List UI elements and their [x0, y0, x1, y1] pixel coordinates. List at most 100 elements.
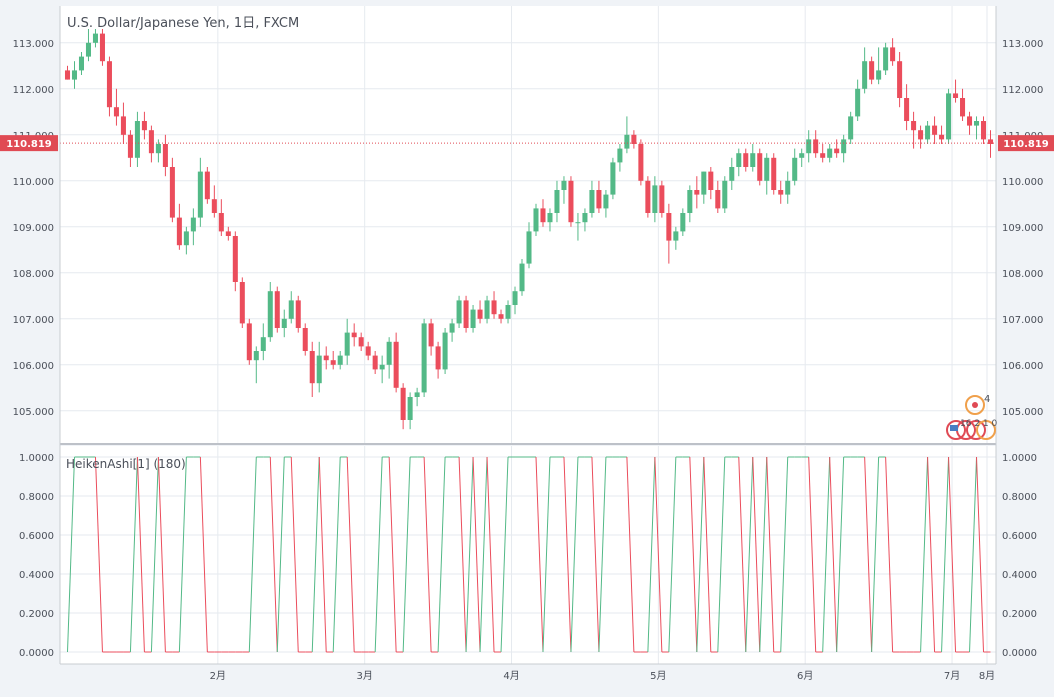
candle[interactable]	[155, 139, 161, 163]
candle[interactable]	[911, 111, 917, 149]
candle[interactable]	[771, 153, 777, 195]
candle[interactable]	[764, 153, 770, 195]
candle[interactable]	[708, 167, 714, 200]
candle[interactable]	[855, 79, 861, 121]
candle[interactable]	[778, 180, 784, 204]
candle[interactable]	[337, 351, 343, 370]
candle[interactable]	[862, 47, 868, 94]
candle[interactable]	[540, 199, 546, 227]
candle[interactable]	[806, 130, 812, 163]
candle[interactable]	[484, 295, 490, 324]
candle[interactable]	[757, 148, 763, 186]
candle[interactable]	[841, 134, 847, 163]
candle[interactable]	[323, 346, 329, 370]
candle[interactable]	[666, 203, 672, 264]
candle[interactable]	[596, 180, 602, 213]
candle[interactable]	[232, 231, 238, 292]
candle[interactable]	[120, 102, 126, 144]
candle[interactable]	[575, 213, 581, 241]
candle[interactable]	[645, 176, 651, 218]
candle[interactable]	[638, 139, 644, 186]
candle[interactable]	[113, 88, 119, 126]
candle[interactable]	[456, 295, 462, 328]
candle[interactable]	[386, 337, 392, 379]
candle[interactable]	[820, 144, 826, 163]
candle[interactable]	[267, 282, 273, 342]
candle[interactable]	[379, 355, 385, 384]
candle[interactable]	[260, 323, 266, 361]
candle[interactable]	[85, 29, 91, 62]
candle[interactable]	[624, 116, 630, 154]
candle[interactable]	[897, 52, 903, 108]
candle[interactable]	[183, 226, 189, 255]
candle[interactable]	[372, 351, 378, 374]
candle[interactable]	[225, 226, 231, 241]
candle[interactable]	[134, 111, 140, 167]
candle[interactable]	[659, 180, 665, 218]
candle[interactable]	[407, 392, 413, 430]
candle[interactable]	[99, 29, 105, 66]
candle[interactable]	[365, 341, 371, 361]
candle[interactable]	[785, 171, 791, 204]
candle[interactable]	[925, 121, 931, 144]
candle[interactable]	[953, 79, 959, 103]
candle[interactable]	[974, 116, 980, 140]
candle[interactable]	[939, 125, 945, 144]
candle[interactable]	[876, 47, 882, 85]
candle[interactable]	[743, 148, 749, 172]
candle[interactable]	[589, 180, 595, 218]
candle[interactable]	[736, 148, 742, 177]
event-markers[interactable]: 4 16 2 1 0	[946, 394, 997, 440]
candle[interactable]	[176, 203, 182, 250]
candle[interactable]	[967, 111, 973, 135]
candle[interactable]	[239, 277, 245, 328]
candle[interactable]	[316, 341, 322, 393]
candle[interactable]	[190, 208, 196, 246]
candle[interactable]	[652, 176, 658, 223]
candle[interactable]	[554, 180, 560, 223]
alert-marker-icon[interactable]	[965, 395, 985, 415]
candle[interactable]	[512, 286, 518, 315]
candle[interactable]	[526, 222, 532, 269]
candle[interactable]	[813, 130, 819, 158]
candle[interactable]	[547, 208, 553, 232]
candle[interactable]	[64, 65, 71, 80]
candle[interactable]	[980, 116, 987, 144]
candle[interactable]	[617, 144, 623, 172]
candle[interactable]	[393, 332, 399, 393]
candle[interactable]	[505, 300, 511, 324]
candle[interactable]	[246, 318, 252, 365]
candle[interactable]	[918, 125, 924, 149]
candle[interactable]	[463, 295, 469, 333]
candle[interactable]	[309, 341, 315, 397]
candle[interactable]	[729, 157, 735, 190]
candle[interactable]	[218, 199, 224, 236]
candle[interactable]	[827, 144, 833, 163]
candle[interactable]	[351, 323, 357, 347]
candle[interactable]	[127, 130, 133, 167]
candle[interactable]	[211, 185, 217, 218]
candle[interactable]	[673, 226, 679, 250]
candle[interactable]	[904, 84, 910, 131]
candle[interactable]	[141, 111, 147, 140]
candle[interactable]	[358, 332, 364, 351]
candle[interactable]	[715, 180, 721, 213]
candle[interactable]	[295, 295, 301, 333]
candle[interactable]	[253, 346, 259, 384]
candle[interactable]	[92, 29, 98, 48]
candle[interactable]	[344, 318, 350, 365]
candle[interactable]	[197, 157, 203, 227]
candle[interactable]	[890, 38, 896, 66]
candle[interactable]	[960, 88, 966, 121]
candle[interactable]	[603, 190, 609, 218]
candle[interactable]	[288, 291, 294, 324]
candle[interactable]	[106, 56, 112, 117]
candle[interactable]	[610, 157, 616, 200]
candle[interactable]	[582, 208, 588, 232]
candle[interactable]	[477, 300, 483, 324]
candle[interactable]	[162, 134, 168, 177]
candle[interactable]	[274, 286, 280, 333]
candle[interactable]	[78, 52, 84, 75]
candle[interactable]	[169, 157, 175, 223]
candle[interactable]	[987, 130, 994, 158]
